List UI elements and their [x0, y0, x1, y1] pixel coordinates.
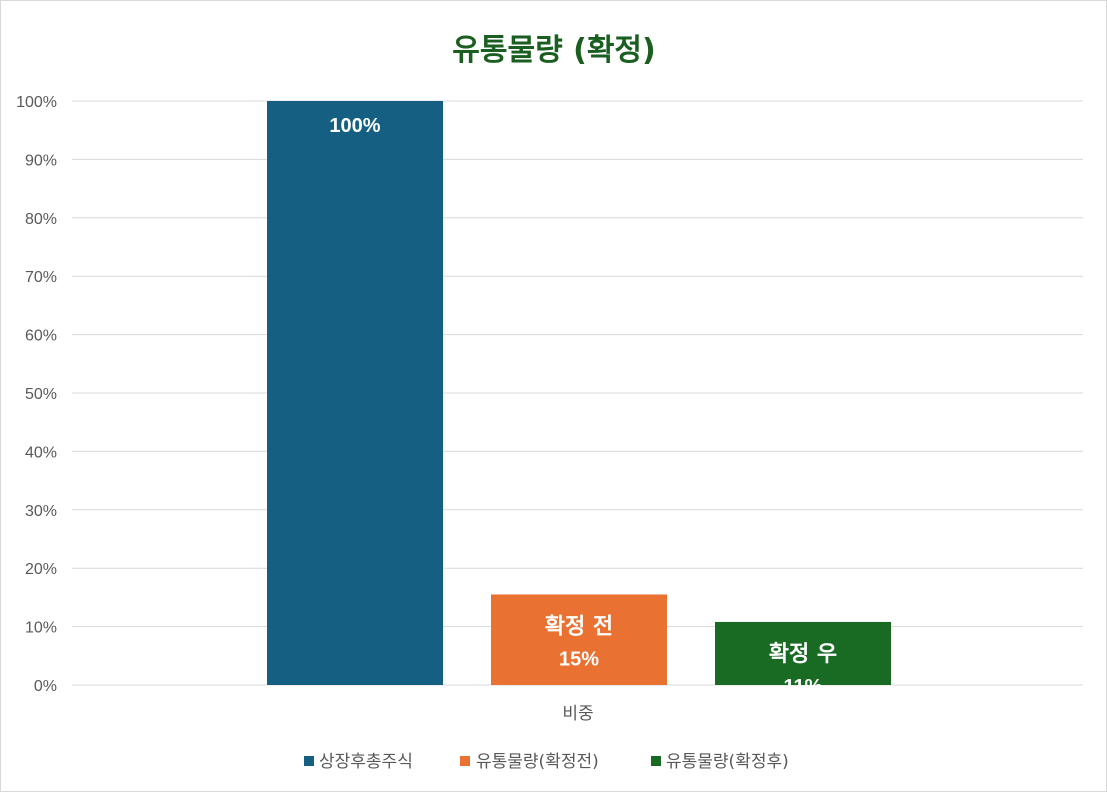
y-tick-label: 0% [34, 678, 57, 695]
y-tick-label: 60% [25, 328, 57, 345]
category-label: 비중 [562, 704, 593, 724]
chart-title: 유통물량 (확정) [452, 33, 655, 68]
y-tick-label: 20% [25, 561, 57, 578]
bar-value-label: 11% [784, 676, 823, 698]
y-tick-label: 10% [25, 620, 57, 637]
gridlines [72, 100, 1083, 686]
y-tick-label: 30% [25, 503, 57, 520]
y-tick-label: 50% [25, 386, 57, 403]
bar [491, 594, 667, 685]
legend: 상장후총주식 유통물량(확정전) 유통물량(확정후) [304, 752, 789, 772]
legend-label: 유통물량(확정전) [476, 752, 599, 772]
y-tick-label: 100% [16, 94, 57, 111]
legend-swatch [651, 756, 661, 766]
legend-label: 유통물량(확정후) [666, 752, 789, 772]
y-tick-label: 90% [25, 152, 57, 169]
legend-swatch [304, 756, 314, 766]
legend-label: 상장후총주식 [319, 752, 413, 772]
bar-value-label: 100% [329, 115, 380, 137]
bar [267, 101, 443, 685]
y-axis: 0% 10% 20% 30% 40% 50% 60% 70% 80% 90% 100% [16, 94, 57, 695]
y-tick-label: 40% [25, 444, 57, 461]
y-tick-label: 70% [25, 269, 57, 286]
y-tick-label: 80% [25, 211, 57, 228]
bar-value-label: 15% [559, 648, 599, 670]
bar [715, 621, 891, 685]
bars: 100% 확정 전 15% 확정 우 11% [267, 101, 891, 698]
bar-name-label: 확정 전 [545, 614, 613, 639]
bar-name-label: 확정 우 [769, 642, 837, 667]
legend-swatch [460, 756, 470, 766]
